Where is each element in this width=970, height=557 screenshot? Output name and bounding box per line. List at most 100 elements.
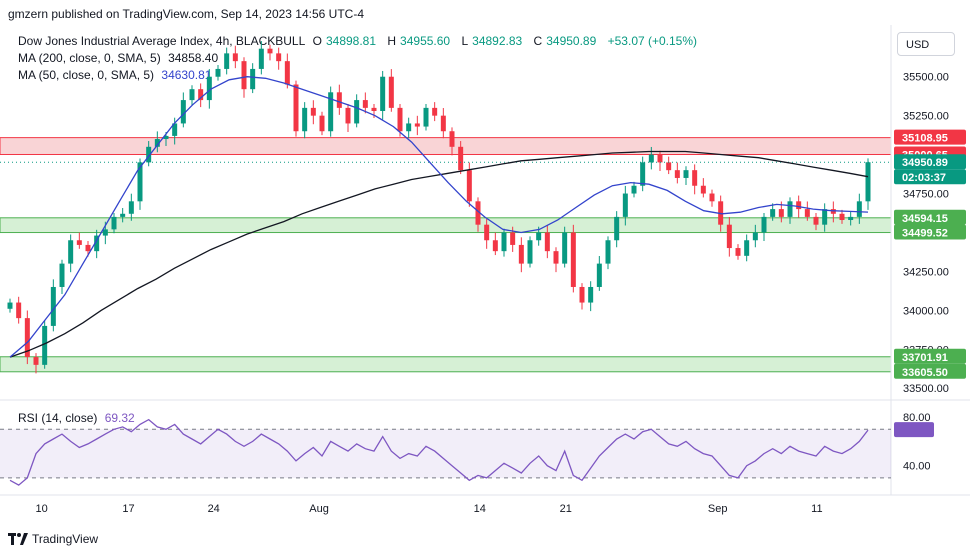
candle-body [527,240,533,264]
candle-body [475,201,481,225]
candle-body [579,286,585,303]
candle-body [128,201,134,214]
currency-button[interactable]: USD [897,32,955,56]
price-change: +53.07 (+0.15%) [607,34,698,48]
candle-body [631,185,637,194]
candle-body [458,146,464,171]
candle-body [492,240,498,252]
zone-support-2 [0,356,892,373]
candle-body [137,162,143,202]
candle-body [380,76,386,111]
price-tick-label: 34000.00 [903,305,949,317]
ohlc-close: C 34950.89 [533,34,597,48]
candle-body [570,232,576,287]
candle-body [796,201,802,210]
price-tick-label: 35500.00 [903,72,949,84]
candle-body [813,216,819,225]
candle-body [362,100,368,108]
candle-body [735,248,741,256]
time-tick-label: Aug [309,503,329,515]
candle-body [354,100,360,124]
candle-body [328,92,334,132]
candle-body [640,162,646,186]
candle-body [232,53,238,62]
candle-body [16,302,22,319]
candle-body [198,89,204,101]
countdown-label: 02:03:37 [902,172,946,184]
candle-body [68,240,74,264]
candle-body [85,244,91,252]
candle-body [648,154,654,163]
price-badge-label: 33701.91 [902,352,948,364]
price-badge-label: 34594.15 [902,213,948,225]
candle-body [33,357,39,365]
candle-body [666,162,672,171]
ma200-legend[interactable]: MA (200, close, 0, SMA, 5) 34858.40 [18,51,222,65]
rsi-band [0,429,891,478]
candle-body [319,115,325,132]
price-badge [894,224,966,240]
rsi-label: RSI (14, close) [18,411,98,425]
candle-body [59,263,65,287]
candle-body [562,232,568,264]
candle-body [42,325,48,365]
ma50-legend[interactable]: MA (50, close, 0, SMA, 5) 34630.81 [18,68,215,82]
candle-body [406,123,412,132]
candle-body [683,170,689,178]
candle-body [510,232,516,245]
candle-body [674,170,680,178]
candle-body [692,170,698,186]
candle-body [310,107,316,116]
candle-body [449,131,455,147]
candle-body [250,68,256,90]
candle-body [744,240,750,256]
candle-body [414,123,420,127]
ohlc-open: O 34898.81 [312,34,377,48]
ma50-value: 34630.81 [161,68,212,82]
candle-body [163,135,169,140]
footer[interactable]: TradingView [8,532,98,546]
candle-body [622,193,628,217]
candle-body [466,170,472,202]
rsi-tick-label: 80.00 [903,412,931,424]
price-badge-label: 34950.89 [902,157,948,169]
candle-body [761,216,767,233]
price-tick-label: 35250.00 [903,111,949,123]
candle-body [146,146,152,163]
candle-body [371,107,377,111]
candle-body [111,216,117,230]
price-badge [894,348,966,364]
candle-body [224,53,230,69]
candle-body [388,76,394,108]
candle-body [440,115,446,132]
candle-body [432,107,438,116]
price-badge [894,209,966,225]
candle-body [102,229,108,236]
candle-body [24,318,30,358]
candle-body [50,286,56,326]
time-tick-label: 11 [811,503,822,515]
candle-body [501,232,507,252]
price-badge [894,363,966,379]
tradingview-logo-icon [8,533,28,545]
candle-body [336,92,342,108]
candle-body [154,139,160,147]
candle-body [94,235,100,252]
candle-body [536,232,542,241]
rsi-tick-label: 40.00 [903,461,931,473]
symbol-title[interactable]: Dow Jones Industrial Average Index, 4h, … [18,34,306,48]
candle-body [180,100,186,124]
time-tick-label: 10 [35,503,47,515]
candle-body [605,240,611,264]
candle-body [284,61,290,85]
price-tick-label: 34250.00 [903,266,949,278]
candle-body [848,216,854,221]
candle-body [588,286,594,303]
candle-body [267,48,273,54]
ma50-line [9,76,869,358]
rsi-badge [894,422,934,438]
price-tick-label: 34750.00 [903,189,949,201]
rsi-legend[interactable]: RSI (14, close) 69.32 [18,411,139,425]
